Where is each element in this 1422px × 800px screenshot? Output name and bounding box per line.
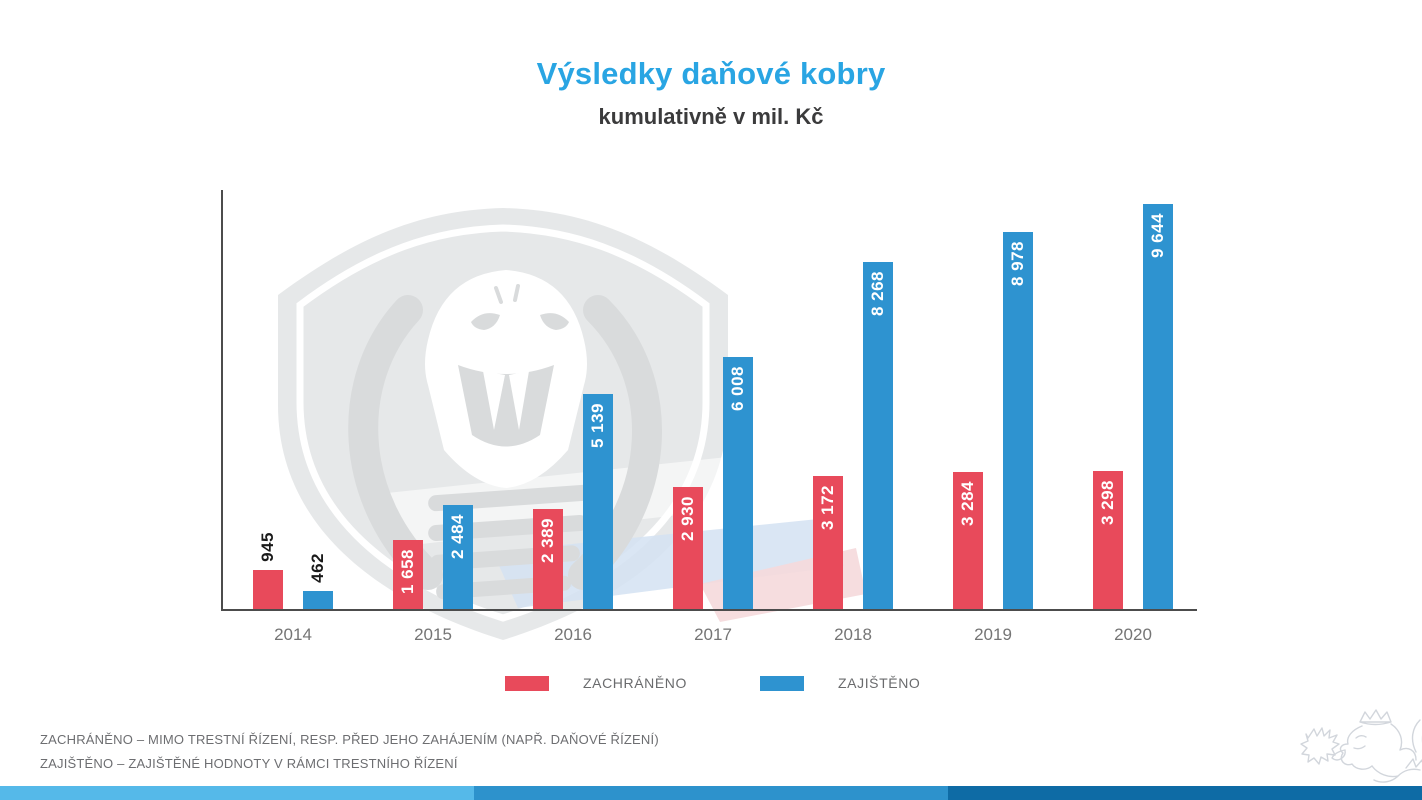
bar-value-label: 6 008 xyxy=(728,366,747,412)
legend-swatch-zajisteno xyxy=(760,676,804,691)
x-axis-label-2018: 2018 xyxy=(834,625,872,644)
footer-stripe-light xyxy=(0,786,474,800)
legend-label-zachraneno: ZACHRÁNĚNO xyxy=(583,675,688,691)
x-axis-label-2016: 2016 xyxy=(554,625,592,644)
bar-value-label: 5 139 xyxy=(588,403,607,449)
bar-zajištěno-2018: 8 268 xyxy=(863,262,893,610)
legend: ZACHRÁNĚNO ZAJIŠTĚNO xyxy=(0,669,1422,699)
bar-zachráněno-2017: 2 930 xyxy=(673,487,703,610)
bar-value-label: 2 930 xyxy=(678,496,697,542)
x-axis-label-2019: 2019 xyxy=(974,625,1012,644)
x-axis-label-2015: 2015 xyxy=(414,625,452,644)
bar-zachráněno-2020: 3 298 xyxy=(1093,471,1123,610)
chart-subtitle: kumulativně v mil. Kč xyxy=(598,104,824,129)
chart-title: Výsledky daňové kobry xyxy=(536,56,886,91)
bar-value-label: 2 389 xyxy=(538,518,557,564)
czech-lion-emblem-icon xyxy=(1300,709,1422,783)
footer-stripe xyxy=(0,786,1422,800)
bar-value-label: 9 644 xyxy=(1148,213,1167,259)
bar-zachráněno-2014: 945 xyxy=(253,532,283,610)
bar-zachráněno-2019: 3 284 xyxy=(953,472,983,610)
bar-value-label: 945 xyxy=(258,532,277,562)
bar-value-label: 8 268 xyxy=(868,271,887,317)
bar-zajištěno-2015: 2 484 xyxy=(443,505,473,610)
bar-zajištěno-2016: 5 139 xyxy=(583,394,613,610)
bar-zajištěno-2019: 8 978 xyxy=(1003,232,1033,610)
bar-zajištěno-2020: 9 644 xyxy=(1143,204,1173,610)
footnotes: ZACHRÁNĚNO – MIMO TRESTNÍ ŘÍZENÍ, RESP. … xyxy=(40,728,659,776)
bar-value-label: 3 284 xyxy=(958,481,977,527)
bar-value-label: 462 xyxy=(308,553,327,583)
legend-swatch-zachraneno xyxy=(505,676,549,691)
bar-value-label: 3 298 xyxy=(1098,480,1117,526)
footer-stripe-dark xyxy=(948,786,1422,800)
bar-zachráněno-2016: 2 389 xyxy=(533,509,563,610)
bar-value-label: 3 172 xyxy=(818,485,837,531)
footer-stripe-medium xyxy=(474,786,948,800)
y-axis-line xyxy=(221,190,223,611)
footnote-zachraneno: ZACHRÁNĚNO – MIMO TRESTNÍ ŘÍZENÍ, RESP. … xyxy=(40,732,659,747)
bar-zachráněno-2015: 1 658 xyxy=(393,540,423,610)
x-axis-line xyxy=(221,609,1197,611)
legend-label-zajisteno: ZAJIŠTĚNO xyxy=(838,675,921,691)
bar-zajištěno-2014: 462 xyxy=(303,553,333,610)
bar-zajištěno-2017: 6 008 xyxy=(723,357,753,610)
bar-value-label: 2 484 xyxy=(448,514,467,560)
bar-value-label: 1 658 xyxy=(398,549,417,595)
footnote-zajisteno: ZAJIŠTĚNO – ZAJIŠTĚNÉ HODNOTY V RÁMCI TR… xyxy=(40,756,458,771)
bar-value-label: 8 978 xyxy=(1008,241,1027,287)
x-axis-label-2017: 2017 xyxy=(694,625,732,644)
x-axis-label-2014: 2014 xyxy=(274,625,312,644)
bar-zachráněno-2018: 3 172 xyxy=(813,476,843,610)
x-axis-label-2020: 2020 xyxy=(1114,625,1152,644)
